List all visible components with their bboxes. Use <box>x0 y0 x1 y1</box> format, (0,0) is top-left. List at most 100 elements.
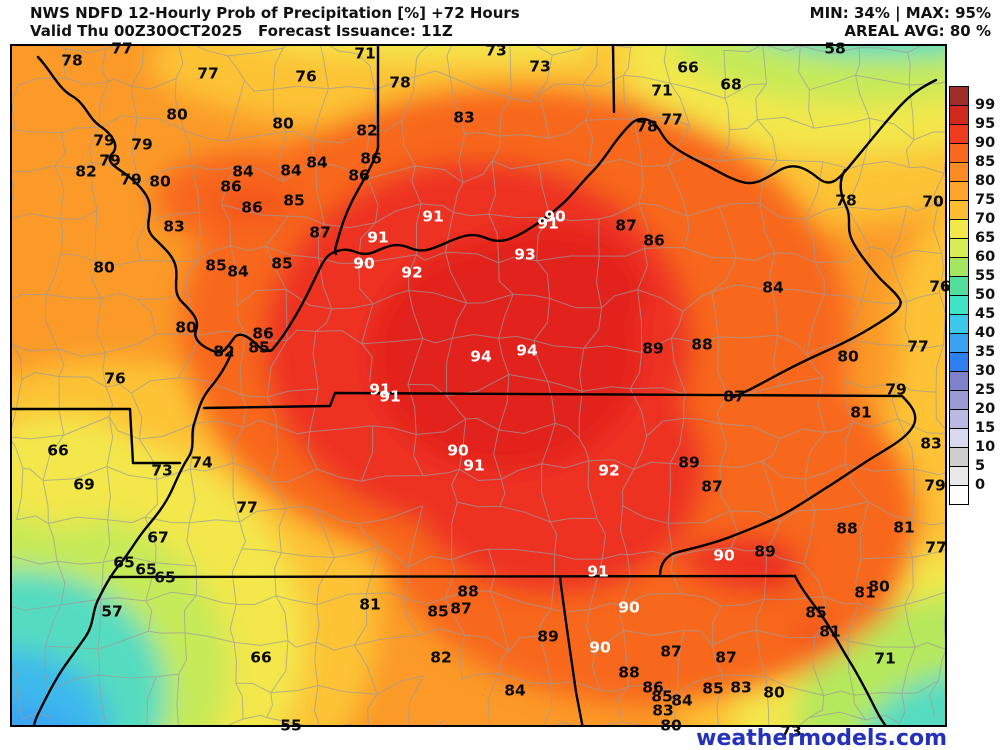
probability-value-label: 90 <box>589 638 611 657</box>
probability-value-label: 94 <box>516 341 538 360</box>
probability-value-label: 79 <box>131 135 153 154</box>
probability-value-label: 91 <box>463 456 485 475</box>
probability-value-label: 80 <box>763 683 785 702</box>
probability-value-label: 89 <box>537 627 559 646</box>
probability-value-label: 89 <box>678 453 700 472</box>
colorbar-tick-label: 95 <box>975 116 996 132</box>
probability-value-label: 83 <box>652 701 674 720</box>
probability-value-label: 88 <box>618 663 640 682</box>
probability-value-label: 84 <box>762 278 784 297</box>
probability-value-label: 91 <box>422 207 444 226</box>
probability-value-label: 90 <box>353 254 375 273</box>
probability-value-label: 88 <box>836 519 858 538</box>
map-title: NWS NDFD 12-Hourly Prob of Precipitation… <box>30 4 520 22</box>
probability-value-label: 85 <box>427 602 449 621</box>
probability-value-label: 80 <box>166 105 188 124</box>
probability-value-label: 80 <box>93 258 115 277</box>
probability-value-label: 70 <box>922 192 944 211</box>
probability-value-label: 71 <box>651 81 673 100</box>
probability-value-label: 87 <box>615 216 637 235</box>
probability-value-label: 66 <box>47 441 69 460</box>
probability-value-label: 83 <box>730 678 752 697</box>
probability-value-label: 84 <box>504 681 526 700</box>
map-canvas <box>10 44 947 727</box>
probability-value-label: 82 <box>75 162 97 181</box>
probability-value-label: 83 <box>920 434 942 453</box>
colorbar-tick-label: 40 <box>975 325 996 341</box>
probability-value-label: 80 <box>175 318 197 337</box>
colorbar-tick-label: 10 <box>975 439 996 455</box>
probability-value-label: 86 <box>643 231 665 250</box>
colorbar-tick-label: 35 <box>975 344 996 360</box>
probability-value-label: 81 <box>893 518 915 537</box>
probability-value-label: 77 <box>111 39 133 58</box>
probability-value-label: 76 <box>295 67 317 86</box>
probability-value-label: 78 <box>61 51 83 70</box>
probability-value-label: 58 <box>824 39 846 58</box>
colorbar-tick-label: 90 <box>975 135 996 151</box>
probability-value-label: 81 <box>819 622 841 641</box>
probability-value-label: 66 <box>250 648 272 667</box>
probability-value-label: 80 <box>868 577 890 596</box>
probability-value-label: 71 <box>874 649 896 668</box>
probability-value-label: 79 <box>885 380 907 399</box>
colorbar-tick-label: 25 <box>975 382 996 398</box>
colorbar-tick-label: 45 <box>975 306 996 322</box>
probability-value-label: 65 <box>113 553 135 572</box>
probability-value-label: 87 <box>701 477 723 496</box>
probability-value-label: 83 <box>453 108 475 127</box>
probability-value-label: 86 <box>220 177 242 196</box>
probability-value-label: 80 <box>272 114 294 133</box>
probability-value-label: 74 <box>191 453 213 472</box>
probability-value-label: 84 <box>671 691 693 710</box>
probability-value-label: 55 <box>280 716 302 735</box>
colorbar-tick-label: 80 <box>975 173 996 189</box>
probability-value-label: 57 <box>101 602 123 621</box>
probability-value-label: 85 <box>248 338 270 357</box>
probability-value-label: 77 <box>197 64 219 83</box>
colorbar-tick-label: 65 <box>975 230 996 246</box>
probability-value-label: 91 <box>367 228 389 247</box>
probability-value-label: 79 <box>120 170 142 189</box>
probability-value-label: 65 <box>135 560 157 579</box>
probability-value-label: 82 <box>356 121 378 140</box>
probability-value-label: 94 <box>470 347 492 366</box>
colorbar-tick-label: 30 <box>975 363 996 379</box>
probability-value-label: 87 <box>309 223 331 242</box>
probability-value-label: 65 <box>154 568 176 587</box>
probability-value-label: 82 <box>213 342 235 361</box>
probability-value-label: 80 <box>837 347 859 366</box>
probability-value-label: 89 <box>754 542 776 561</box>
probability-value-label: 88 <box>691 335 713 354</box>
probability-value-label: 85 <box>702 679 724 698</box>
probability-value-label: 91 <box>379 387 401 406</box>
probability-value-label: 73 <box>485 41 507 60</box>
probability-value-label: 79 <box>924 476 946 495</box>
probability-value-label: 77 <box>661 110 683 129</box>
map-valid-time: Valid Thu 00Z30OCT2025 Forecast Issuance… <box>30 22 453 40</box>
probability-value-label: 66 <box>677 58 699 77</box>
probability-value-label: 71 <box>354 44 376 63</box>
colorbar-tick-label: 0 <box>975 477 986 493</box>
probability-value-label: 92 <box>401 263 423 282</box>
probability-value-label: 84 <box>280 161 302 180</box>
probability-value-label: 91 <box>587 562 609 581</box>
probability-value-label: 79 <box>93 131 115 150</box>
probability-value-label: 90 <box>544 207 566 226</box>
probability-value-label: 83 <box>163 217 185 236</box>
probability-value-label: 86 <box>241 198 263 217</box>
probability-value-label: 88 <box>457 582 479 601</box>
watermark-link[interactable]: weathermodels.com <box>696 726 947 750</box>
probability-value-label: 77 <box>907 337 929 356</box>
colorbar-cell <box>949 485 969 505</box>
probability-value-label: 73 <box>780 722 802 741</box>
colorbar-tick-label: 5 <box>975 458 986 474</box>
probability-value-label: 78 <box>636 117 658 136</box>
probability-value-label: 86 <box>642 678 664 697</box>
probability-value-label: 85 <box>271 254 293 273</box>
probability-value-label: 81 <box>854 583 876 602</box>
probability-value-label: 77 <box>925 538 947 557</box>
probability-value-label: 76 <box>104 369 126 388</box>
